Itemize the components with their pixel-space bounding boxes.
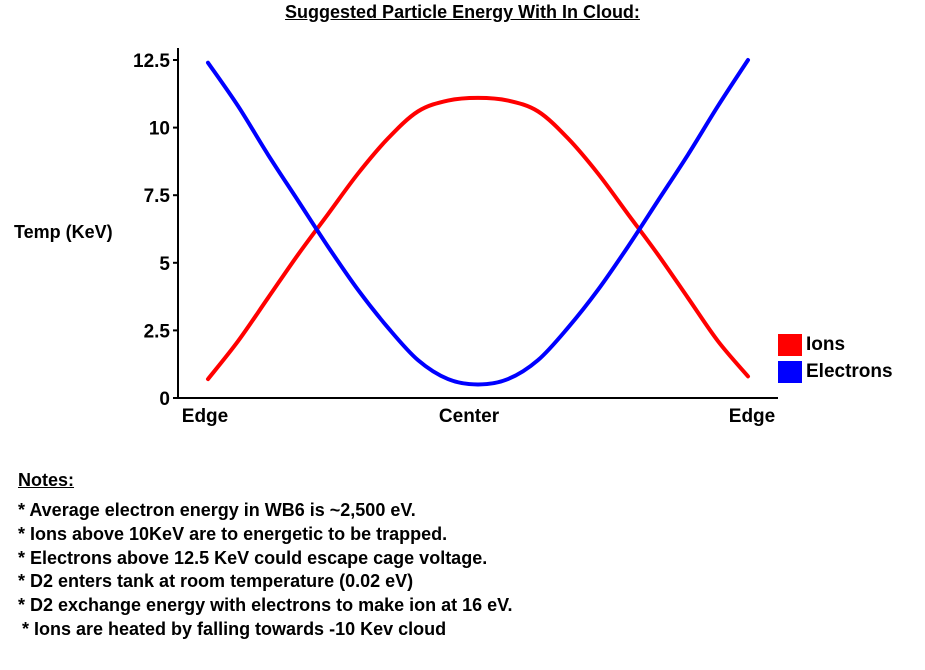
y-tick-label: 7.5 bbox=[144, 186, 171, 207]
note-item: * Average electron energy in WB6 is ~2,5… bbox=[18, 500, 416, 520]
x-ticks: Edge Center Edge bbox=[182, 406, 775, 427]
y-tick-label: 2.5 bbox=[144, 321, 171, 342]
note-item: * Ions above 10KeV are to energetic to b… bbox=[18, 523, 448, 544]
note-item: * Ions are heated by falling towards -10… bbox=[22, 618, 447, 639]
y-ticks: 0 2.5 5 7.5 10 12.5 bbox=[133, 51, 178, 410]
notes-title: Notes: bbox=[18, 470, 75, 490]
chart-title: Suggested Particle Energy With In Cloud: bbox=[285, 2, 640, 22]
y-axis-label: Temp (KeV) bbox=[14, 222, 113, 242]
series-line-electrons bbox=[206, 58, 750, 387]
legend-swatch-electrons bbox=[778, 361, 802, 383]
y-tick-label: 12.5 bbox=[133, 51, 170, 72]
y-tick-label: 0 bbox=[159, 389, 170, 410]
note-item: * Electrons above 12.5 KeV could escape … bbox=[18, 547, 488, 568]
axes bbox=[177, 48, 778, 399]
x-tick-label: Edge bbox=[182, 406, 228, 427]
x-tick-label: Center bbox=[439, 406, 500, 427]
y-tick-label: 10 bbox=[149, 119, 170, 140]
legend-label-ions: Ions bbox=[806, 334, 846, 355]
legend-swatch-ions bbox=[778, 334, 802, 356]
notes-section: Notes: * Average electron energy in WB6 … bbox=[18, 470, 513, 642]
legend-label-electrons: Electrons bbox=[806, 361, 893, 382]
series-line-ions bbox=[206, 95, 750, 382]
legend-item-electrons: Electrons bbox=[778, 361, 893, 383]
note-item: * D2 enters tank at room temperature (0.… bbox=[18, 571, 414, 592]
note-item: * D2 exchange energy with electrons to m… bbox=[18, 595, 513, 616]
y-tick-label: 5 bbox=[159, 254, 170, 275]
legend-item-ions: Ions bbox=[778, 334, 845, 356]
series-lines bbox=[206, 58, 750, 387]
x-tick-label: Edge bbox=[729, 406, 775, 427]
